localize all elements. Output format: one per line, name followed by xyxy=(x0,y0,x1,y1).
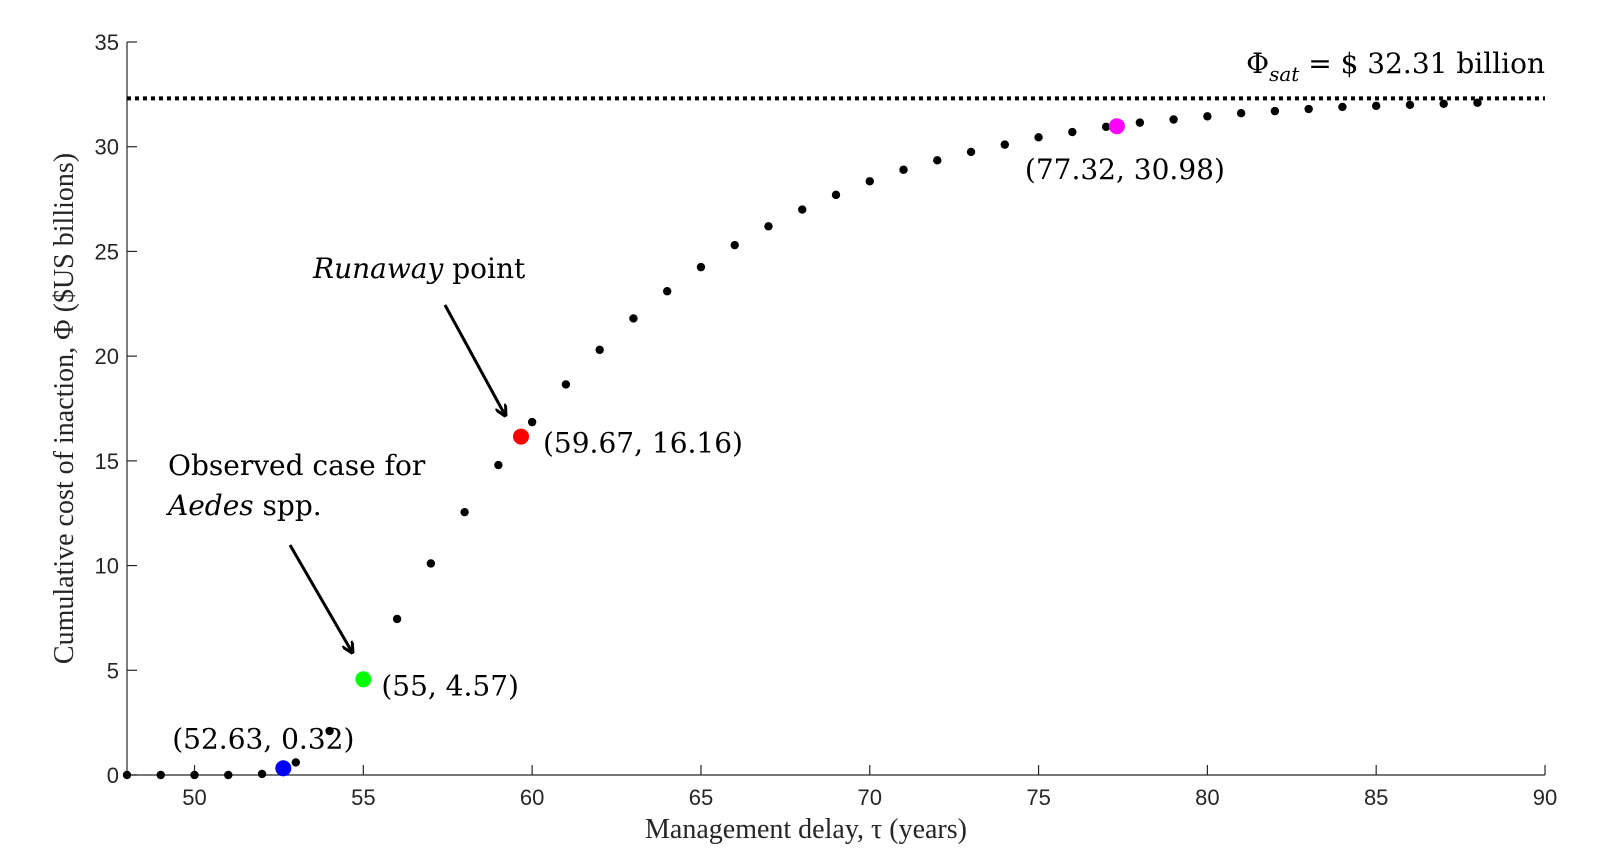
data-point xyxy=(122,770,132,780)
runaway-annotation: Runaway point xyxy=(312,252,526,285)
data-point xyxy=(561,380,571,389)
x-tick-label: 50 xyxy=(182,785,206,810)
highlight-label: (55, 4.57) xyxy=(381,669,519,702)
observed-annotation-line1: Observed case for xyxy=(168,449,426,482)
data-point xyxy=(426,559,436,568)
data-point xyxy=(1405,100,1415,110)
data-point xyxy=(1068,127,1077,137)
data-point xyxy=(662,287,672,296)
data-point xyxy=(831,190,841,200)
data-point xyxy=(224,770,233,780)
observed-annotation-line2: Aedes spp. xyxy=(165,489,322,522)
data-point xyxy=(966,147,976,157)
data-point xyxy=(1000,140,1010,149)
data-point xyxy=(629,314,638,323)
data-point xyxy=(764,222,773,231)
data-point xyxy=(798,205,807,214)
y-axis-title: Cumulative cost of inaction, Φ ($US bill… xyxy=(49,153,80,664)
highlight-point xyxy=(1108,118,1125,135)
data-point xyxy=(899,165,908,174)
data-point xyxy=(392,614,402,624)
data-point xyxy=(257,769,267,779)
data-points xyxy=(122,96,1545,780)
x-tick-label: 75 xyxy=(1026,785,1050,810)
y-tick-label: 5 xyxy=(107,658,119,683)
x-tick-label: 70 xyxy=(858,785,882,810)
data-point xyxy=(1169,115,1178,124)
data-point xyxy=(1101,122,1111,132)
data-point xyxy=(527,417,537,427)
data-point xyxy=(190,770,199,780)
data-point xyxy=(1338,102,1347,112)
data-point xyxy=(933,156,942,165)
data-point xyxy=(1304,104,1313,114)
x-tick-label: 80 xyxy=(1195,785,1219,810)
x-axis-title: Management delay, τ (years) xyxy=(645,814,967,845)
highlight-label: (52.63, 0.32) xyxy=(172,722,354,755)
data-point xyxy=(325,726,334,736)
annotations: Φsat = $ 32.31 billion (52.63, 0.32) (55, … xyxy=(165,47,1545,755)
data-point xyxy=(1473,98,1482,107)
data-point xyxy=(595,345,604,355)
data-point xyxy=(1371,101,1381,111)
x-tick-label: 60 xyxy=(520,785,544,810)
highlight-point xyxy=(513,428,530,445)
y-tick-label: 30 xyxy=(95,135,119,160)
axes: 50 55 60 65 70 75 80 85 90 0 5 10 15 20 25 30 35 Manageme… xyxy=(49,30,1557,845)
y-tick-label: 25 xyxy=(95,239,119,264)
data-point xyxy=(1034,133,1043,142)
highlight-label: (77.32, 30.98) xyxy=(1025,153,1225,186)
x-tick-label: 55 xyxy=(351,785,375,810)
data-point xyxy=(1439,99,1448,108)
data-point xyxy=(1270,106,1280,116)
data-point xyxy=(696,262,706,272)
y-tick-label: 20 xyxy=(95,344,119,369)
y-tick-label: 0 xyxy=(107,763,119,788)
x-tick-label: 65 xyxy=(689,785,713,810)
runaway-arrow xyxy=(443,304,505,415)
data-point xyxy=(730,240,739,250)
data-point xyxy=(865,177,874,186)
highlight-point xyxy=(355,671,372,688)
x-tick-label: 90 xyxy=(1533,785,1557,810)
saturation-label: Φsat = $ 32.31 billion xyxy=(1246,47,1545,86)
observed-arrow xyxy=(288,544,352,652)
y-tick-label: 10 xyxy=(95,554,119,579)
y-tick-label: 15 xyxy=(95,449,119,474)
data-point xyxy=(494,460,503,470)
data-point xyxy=(291,758,301,767)
data-point xyxy=(156,770,165,780)
y-tick-label: 35 xyxy=(95,30,119,55)
x-tick-label: 85 xyxy=(1364,785,1388,810)
highlight-label: (59.67, 16.16) xyxy=(543,427,743,460)
data-point xyxy=(1203,112,1212,121)
data-point xyxy=(460,507,469,517)
highlight-point xyxy=(275,760,292,777)
data-point xyxy=(1135,118,1145,127)
data-point xyxy=(1236,109,1246,118)
